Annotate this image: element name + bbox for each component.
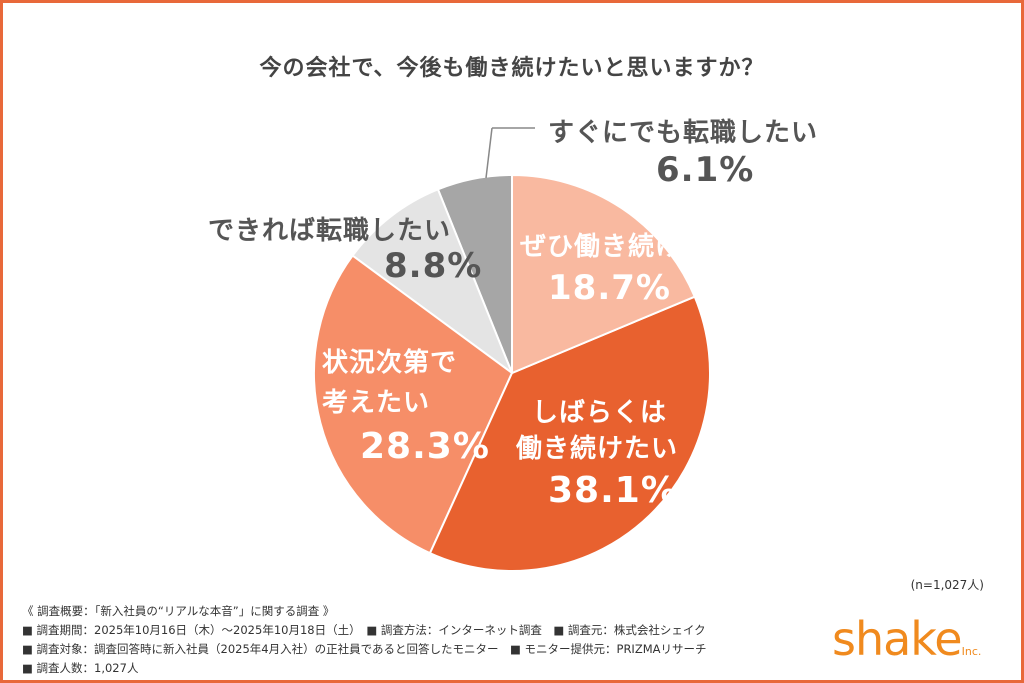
label-slice-0: ぜひ働き続けたい xyxy=(520,232,737,262)
note-line: ■ 調査対象：調査回答時に新入社員（2025年4月入社）の正社員であると回答した… xyxy=(22,642,707,656)
logo-suffix: Inc. xyxy=(961,645,982,658)
survey-notes: 《 調査概要：「新入社員の“リアルな本音”」に関する調査 》 ■ 調査期間：20… xyxy=(22,602,707,678)
value-slice-2: 28.3% xyxy=(360,426,490,467)
chart-title: 今の会社で、今後も働き続けたいと思いますか？ xyxy=(259,56,765,81)
label-slice-3: できれば転職したい xyxy=(208,216,452,246)
pie-slice-3 xyxy=(351,188,515,376)
sample-size: (n=1,027人) xyxy=(910,578,984,592)
shake-logo: shakeInc. xyxy=(832,612,981,666)
label-slice-2b: 考えたい xyxy=(322,388,431,418)
note-line: 《 調査概要：「新入社員の“リアルな本音”」に関する調査 》 xyxy=(22,604,335,618)
value-slice-0: 18.7% xyxy=(548,268,671,308)
pie-slice-2 xyxy=(313,254,514,555)
label-slice-1a: しばらくは xyxy=(532,398,668,428)
pie-slice-1 xyxy=(428,295,711,572)
value-slice-4: 6.1% xyxy=(656,150,755,190)
pie-slice-0 xyxy=(511,173,696,375)
note-line: ■ 調査人数：1,027人 xyxy=(22,661,139,675)
label-slice-2a: 状況次第で xyxy=(322,348,458,378)
value-slice-1: 38.1% xyxy=(548,470,678,511)
note-line: ■ 調査期間：2025年10月16日（木）～2025年10月18日（土） ■ 調… xyxy=(22,623,706,637)
value-slice-3: 8.8% xyxy=(384,246,483,286)
leader-line xyxy=(485,127,493,179)
logo-text: shake xyxy=(832,612,963,666)
label-slice-1b: 働き続けたい xyxy=(516,434,679,464)
label-slice-4: すぐにでも転職したい xyxy=(548,118,819,148)
